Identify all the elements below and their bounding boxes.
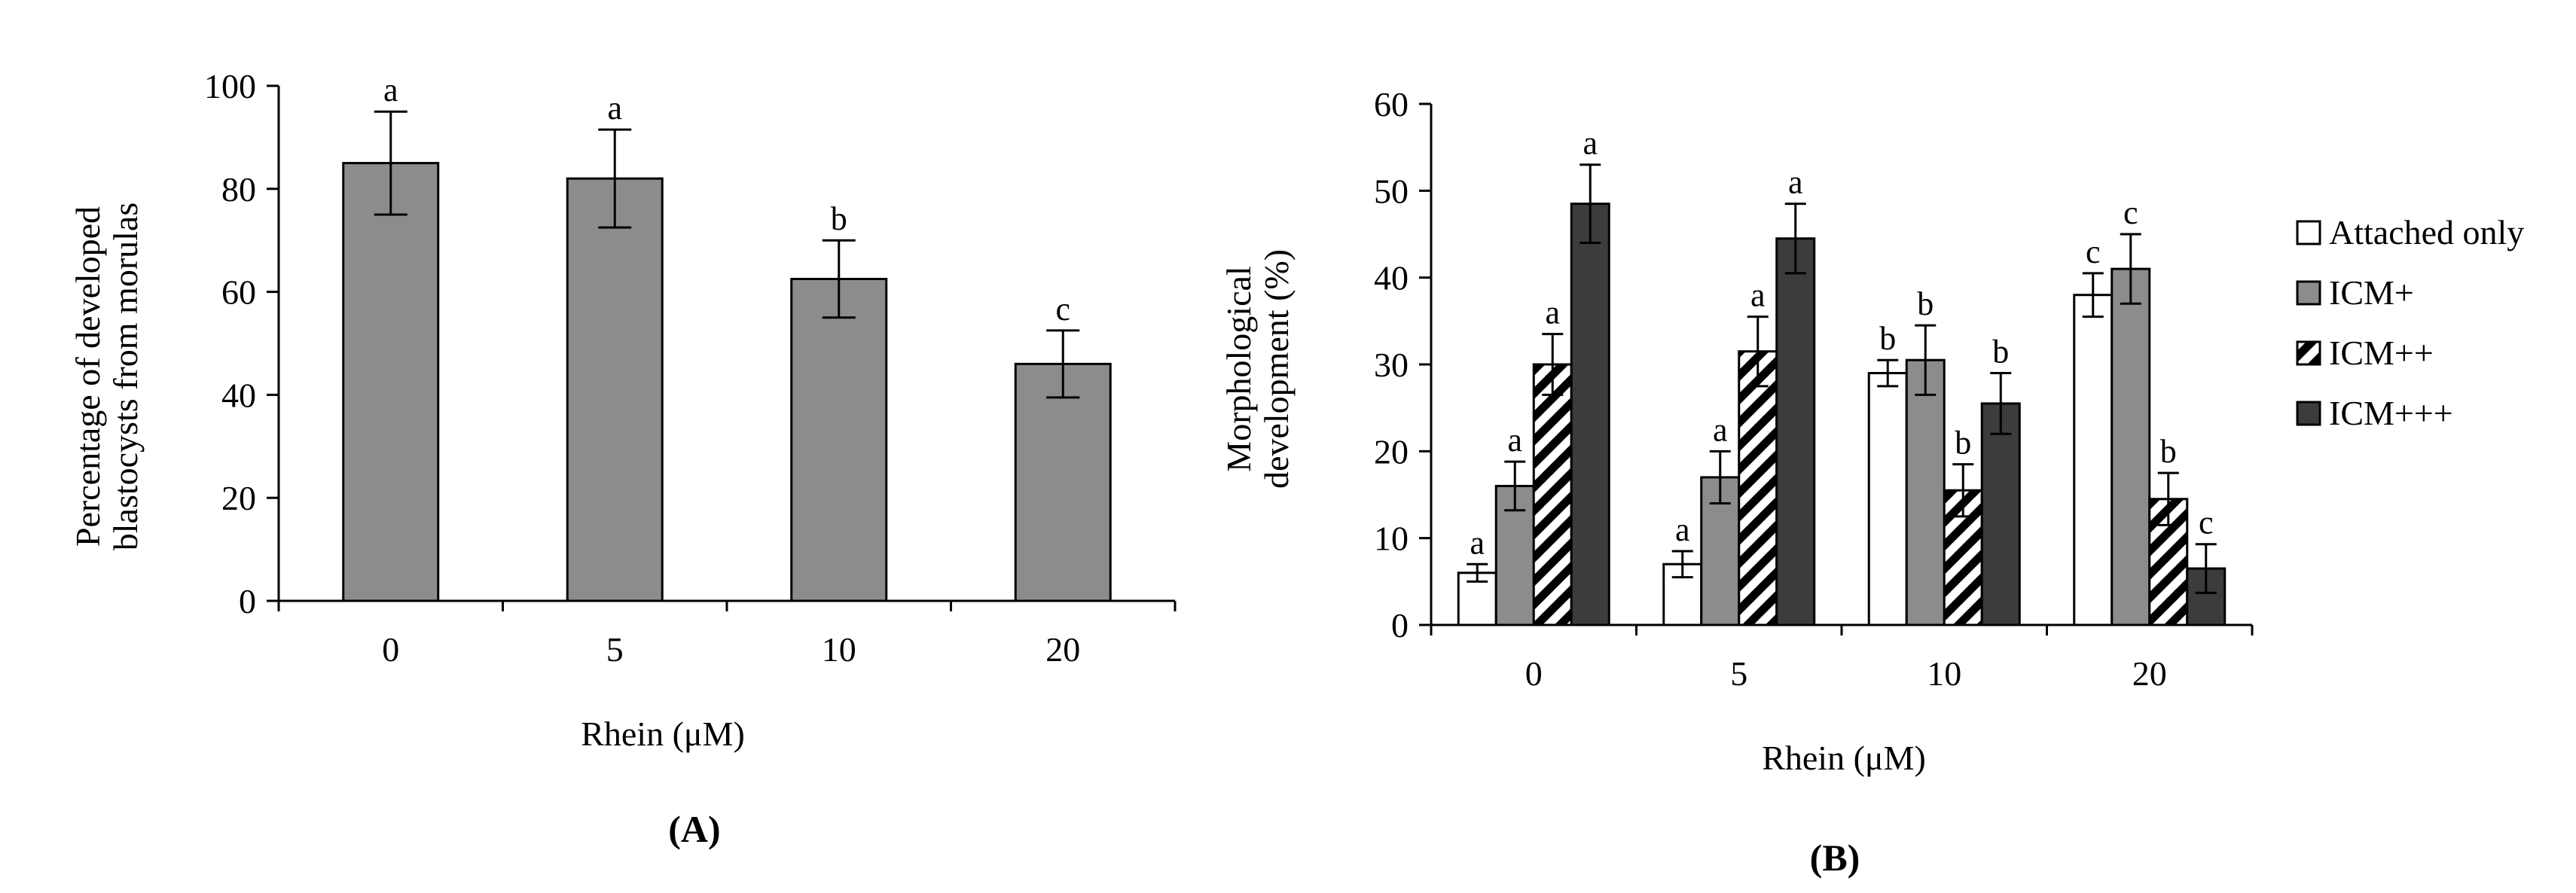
- chart-b-bar-icm--20: [2186, 567, 2227, 626]
- chart-b-xlabel: Rhein (μM): [1762, 739, 1926, 777]
- chart-b-legend-label: ICM++: [2329, 334, 2434, 372]
- chart-b-significance-label: c: [2199, 504, 2214, 541]
- chart-a-ylabel-line1: Percentage of developed: [69, 206, 107, 547]
- chart-a-x-tick-label: 5: [606, 630, 624, 669]
- chart-b-bar-icm--0: [1570, 203, 1610, 626]
- chart-b-legend-swatch: [2296, 401, 2321, 426]
- chart-b-y-tick-label: 30: [1374, 346, 1409, 384]
- chart-b-y-tick-label: 10: [1374, 520, 1409, 558]
- chart-b-significance-label: a: [1545, 294, 1560, 331]
- chart-b-x-tick-label: 20: [2132, 654, 2167, 693]
- chart-a-bar-blastocysts-5: [566, 177, 664, 602]
- chart-b-legend-label: Attached only: [2329, 213, 2524, 251]
- chart-b-bar-icm--5: [1738, 350, 1778, 626]
- chart-a-xlabel: Rhein (μM): [581, 715, 745, 753]
- chart-a-bar-blastocysts-20: [1014, 362, 1112, 602]
- chart-b-significance-label: a: [1750, 277, 1766, 314]
- chart-a-y-tick-label: 100: [204, 67, 256, 105]
- chart-b-y-tick-label: 60: [1374, 85, 1409, 123]
- chart-a-panel-label: (A): [668, 808, 720, 850]
- chart-b-legend-swatch: [2296, 220, 2321, 245]
- chart-a-significance-label: a: [607, 90, 622, 126]
- chart-b-significance-label: b: [1879, 320, 1896, 357]
- chart-b-significance-label: a: [1713, 411, 1728, 448]
- chart-b-legend-label: ICM+++: [2329, 394, 2453, 432]
- chart-a-x-tick-label: 0: [382, 630, 399, 669]
- chart-b-y-tick-label: 50: [1374, 172, 1409, 210]
- chart-a-ylabel-line2: blastocysts from morulas: [106, 203, 145, 551]
- chart-b-y-tick-label: 40: [1374, 259, 1409, 297]
- chart-b-legend-swatch: [2296, 340, 2321, 366]
- chart-a: Percentage of developed blastocysts from…: [69, 67, 1177, 850]
- chart-a-y-tick-label: 60: [221, 273, 256, 312]
- chart-b-ylabel-line2: development (%): [1257, 249, 1296, 489]
- chart-b-x-tick-label: 5: [1730, 654, 1747, 693]
- chart-a-y-tick-label: 40: [221, 376, 256, 414]
- chart-b-significance-label: b: [2160, 433, 2177, 470]
- chart-a-y-tick-label: 80: [221, 170, 256, 209]
- chart-b-bar-attached-only-20: [2073, 294, 2114, 626]
- chart-a-significance-label: b: [831, 200, 847, 237]
- chart-b-significance-label: a: [1507, 422, 1522, 459]
- chart-a-x-tick-label: 20: [1045, 630, 1080, 669]
- chart-b-x-tick-label: 0: [1525, 654, 1543, 693]
- chart-b-significance-label: a: [1583, 125, 1598, 162]
- chart-a-x-tick-label: 10: [822, 630, 856, 669]
- chart-b-y-tick-label: 0: [1391, 606, 1409, 645]
- chart-b-significance-label: a: [1470, 524, 1485, 561]
- chart-a-bar-blastocysts-0: [342, 162, 440, 602]
- chart-b: Morphological development (%) Rhein (μM)…: [1219, 85, 2524, 879]
- chart-b-y-tick-label: 20: [1374, 432, 1409, 471]
- chart-b-significance-label: c: [2086, 233, 2101, 270]
- chart-b-bar-icm--0: [1532, 363, 1573, 626]
- chart-b-bar-icm--10: [1905, 358, 1946, 626]
- chart-a-significance-label: a: [383, 72, 398, 108]
- chart-b-bar-icm--10: [1980, 402, 2021, 626]
- chart-b-significance-label: b: [1917, 285, 1934, 322]
- chart-b-bar-attached-only-10: [1867, 372, 1908, 626]
- chart-b-significance-label: c: [2123, 194, 2138, 231]
- chart-b-legend-label: ICM+: [2329, 273, 2414, 312]
- chart-b-bar-icm--5: [1775, 237, 1816, 626]
- chart-b-panel-label: (B): [1810, 837, 1860, 879]
- chart-b-significance-label: b: [1955, 425, 1971, 462]
- chart-a-y-tick-label: 0: [239, 582, 256, 620]
- chart-a-plot: 0 20 40 60 80 100 0 5 10 20 a a b c: [204, 67, 1177, 669]
- chart-b-significance-label: a: [1675, 511, 1690, 548]
- chart-b-significance-label: b: [1992, 334, 2009, 370]
- chart-a-significance-label: c: [1055, 291, 1070, 328]
- chart-b-legend: Attached only ICM+ ICM++ ICM+++: [2296, 213, 2524, 432]
- chart-b-significance-label: a: [1788, 164, 1803, 201]
- chart-a-bar-blastocysts-10: [790, 278, 888, 602]
- chart-b-ylabel-line1: Morphological: [1219, 266, 1258, 471]
- chart-a-y-tick-label: 20: [221, 479, 256, 517]
- chart-b-legend-swatch: [2296, 280, 2321, 306]
- chart-b-x-tick-label: 10: [1927, 654, 1961, 693]
- chart-b-bar-icm--20: [2111, 267, 2151, 626]
